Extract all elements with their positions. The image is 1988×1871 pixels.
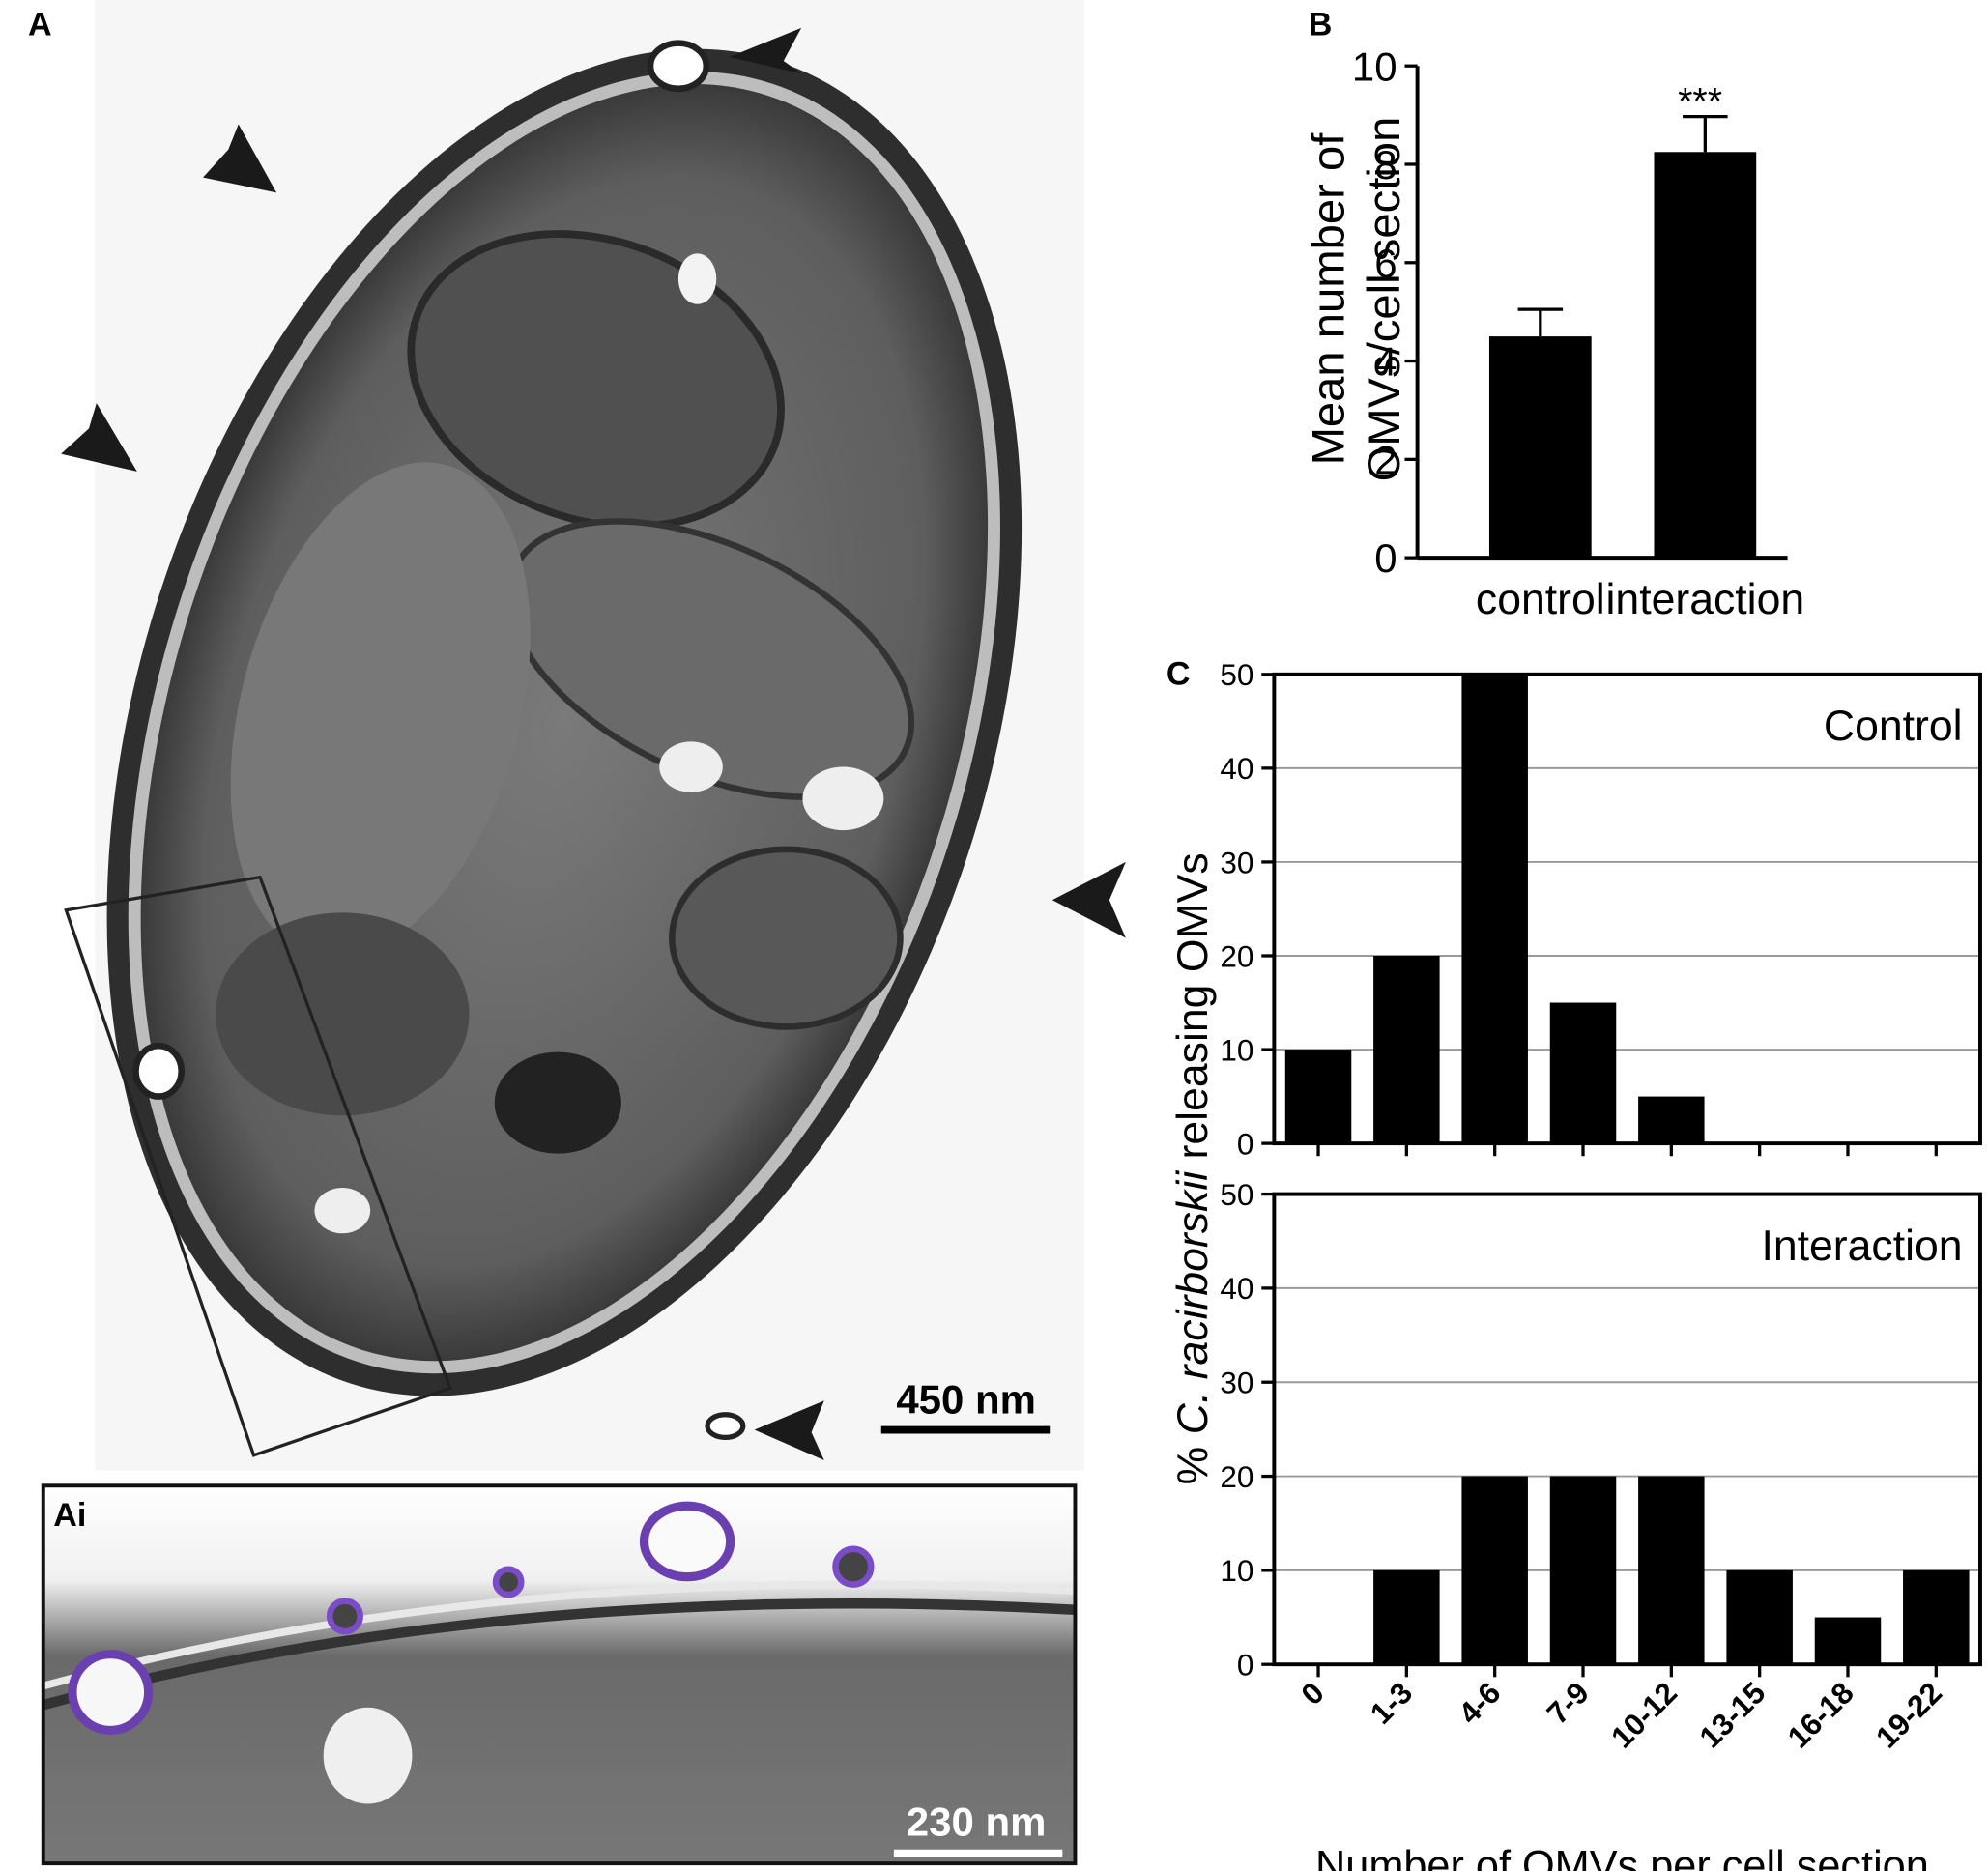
- y-tick-label: 10: [1220, 1554, 1253, 1588]
- x-tick-label: 1-3: [1364, 1676, 1419, 1731]
- y-tick-label: 2: [1374, 437, 1397, 482]
- plot-frame: [1272, 1192, 1982, 1667]
- y-tick-label: 10: [1352, 43, 1397, 89]
- scale-bar-label: 450 nm: [896, 1376, 1036, 1422]
- y-axis-label-part: C. racirborskii: [1169, 1170, 1217, 1435]
- y-tick-label: 10: [1220, 1033, 1253, 1067]
- panel-label: Ai: [53, 1497, 86, 1534]
- bar: [1726, 1569, 1793, 1665]
- y-tick-label: 40: [1220, 1272, 1253, 1306]
- y-tick-label: 30: [1220, 846, 1253, 879]
- y-tick-label: 6: [1374, 241, 1397, 286]
- panel-label: C: [1167, 655, 1191, 692]
- panel-label: A: [28, 7, 52, 43]
- panel-title: Interaction: [1761, 1223, 1962, 1270]
- x-tick-label: interaction: [1605, 576, 1804, 623]
- bar: [1814, 1617, 1882, 1665]
- x-tick-label: 13-15: [1693, 1676, 1772, 1755]
- y-tick-label: 4: [1374, 339, 1397, 385]
- y-axis-label-part: releasing OMVs: [1169, 852, 1217, 1171]
- micrograph-a: 450 nm A: [28, 0, 1126, 1471]
- bar: [1549, 1476, 1617, 1665]
- error-bar: [1683, 114, 1728, 153]
- bar: [1638, 1476, 1705, 1665]
- y-tick-label: 20: [1220, 1460, 1253, 1494]
- y-tick-label: 0: [1237, 1127, 1254, 1161]
- plot-frame: [1272, 672, 1982, 1146]
- y-tick-label: 50: [1220, 658, 1253, 692]
- y-axis-label: OMVs/cell section: [1359, 117, 1410, 482]
- y-tick-label: 0: [1374, 535, 1397, 581]
- bar: [1373, 1569, 1440, 1665]
- bar: [1903, 1569, 1970, 1665]
- panel-title: Control: [1824, 703, 1963, 750]
- y-tick-label: 30: [1220, 1367, 1253, 1400]
- scale-bar-label: 230 nm: [907, 1799, 1047, 1844]
- bar: [1373, 955, 1440, 1144]
- bar: [1461, 1476, 1528, 1665]
- x-tick-label: 10-12: [1604, 1676, 1684, 1755]
- y-axis-label: % C. racirborskii releasing OMVs: [1169, 852, 1217, 1484]
- x-tick-label: 16-18: [1781, 1676, 1860, 1755]
- y-axis-label-part: %: [1169, 1434, 1217, 1484]
- x-tick-label: control: [1476, 576, 1605, 623]
- bar: [1488, 336, 1592, 559]
- micrograph-ai: 230 nm Ai: [41, 1483, 1078, 1866]
- bar: [1549, 1002, 1617, 1144]
- error-bar: [1517, 307, 1564, 337]
- y-tick-label: 20: [1220, 939, 1253, 973]
- y-axis-label: Mean number of: [1304, 132, 1355, 466]
- y-tick-label: 40: [1220, 752, 1253, 786]
- y-tick-label: 50: [1220, 1178, 1253, 1212]
- annotation: ***: [1678, 80, 1722, 123]
- bar: [1638, 1096, 1705, 1144]
- x-tick-label: 19-22: [1869, 1676, 1948, 1755]
- x-tick-label: 0: [1295, 1676, 1331, 1712]
- y-tick-label: 8: [1374, 142, 1397, 187]
- x-tick-label: 4-6: [1453, 1676, 1508, 1731]
- panel-label: B: [1309, 7, 1333, 43]
- bar: [1461, 674, 1528, 1144]
- bar: [1284, 1050, 1352, 1144]
- y-tick-label: 0: [1237, 1649, 1254, 1683]
- bar: [1654, 152, 1757, 559]
- x-tick-label: 7-9: [1541, 1676, 1596, 1731]
- x-axis-label: Number of OMVs per cell section: [1315, 1843, 1929, 1871]
